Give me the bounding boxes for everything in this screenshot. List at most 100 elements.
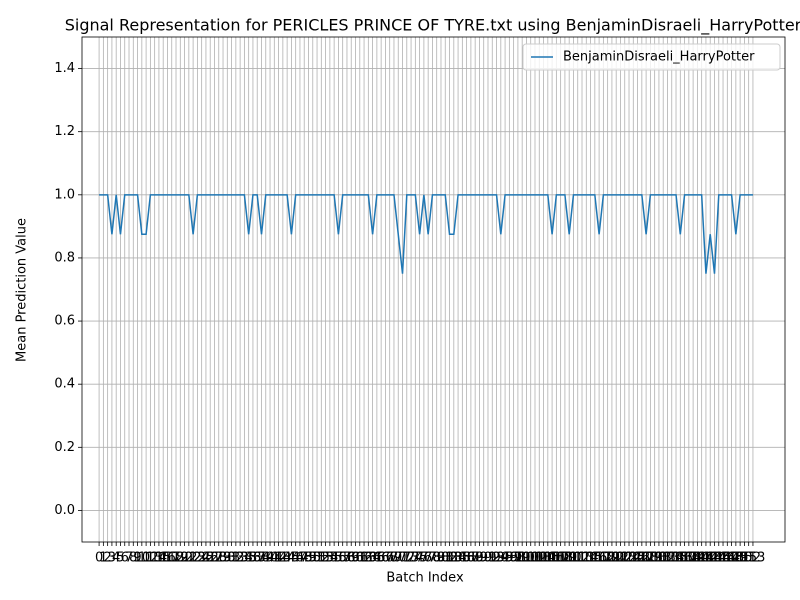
x-tick-label: 68 bbox=[381, 551, 398, 566]
x-tick-label: 66 bbox=[373, 551, 390, 566]
x-tick-label: 36 bbox=[245, 551, 262, 566]
x-tick-label: 82 bbox=[441, 551, 458, 566]
x-tick-label: 119 bbox=[595, 551, 620, 566]
x-tick-label: 7 bbox=[125, 551, 133, 566]
x-tick-label: 83 bbox=[446, 551, 463, 566]
x-tick-label: 69 bbox=[386, 551, 403, 566]
y-tick-label: 0.8 bbox=[54, 250, 75, 265]
x-tick-label: 13 bbox=[146, 551, 163, 566]
x-tick-label: 86 bbox=[458, 551, 475, 566]
x-tick-label: 95 bbox=[497, 551, 514, 566]
x-tick-label: 80 bbox=[433, 551, 450, 566]
x-tick-label: 10 bbox=[134, 551, 151, 566]
x-tick-label: 48 bbox=[296, 551, 313, 566]
x-tick-label: 37 bbox=[249, 551, 266, 566]
x-tick-label: 15 bbox=[155, 551, 172, 566]
x-tick-label: 84 bbox=[450, 551, 467, 566]
x-tick-label: 97 bbox=[505, 551, 522, 566]
x-tick-label: 99 bbox=[514, 551, 531, 566]
x-tick-label: 149 bbox=[723, 551, 748, 566]
x-tick-label: 30 bbox=[219, 551, 236, 566]
x-tick-label: 23 bbox=[189, 551, 206, 566]
x-tick-label: 35 bbox=[240, 551, 257, 566]
x-tick-label: 60 bbox=[347, 551, 364, 566]
x-tick-label: 118 bbox=[591, 551, 616, 566]
x-tick-label: 58 bbox=[339, 551, 356, 566]
y-tick-label: 0.0 bbox=[54, 503, 75, 518]
x-tick-label: 5 bbox=[116, 551, 124, 566]
x-tick-label: 88 bbox=[467, 551, 484, 566]
x-tick-label: 28 bbox=[210, 551, 227, 566]
x-tick-label: 63 bbox=[360, 551, 377, 566]
x-tick-label: 34 bbox=[236, 551, 253, 566]
plot-frame bbox=[81, 36, 786, 543]
x-axis-label: Batch Index bbox=[386, 571, 464, 586]
x-tick-label: 77 bbox=[420, 551, 437, 566]
x-tick-label: 22 bbox=[185, 551, 202, 566]
x-tick-label: 91 bbox=[480, 551, 497, 566]
x-tick-label: 140 bbox=[685, 551, 710, 566]
y-tick-label: 0.2 bbox=[54, 440, 75, 455]
x-tick-label: 42 bbox=[270, 551, 287, 566]
x-tick-label: 73 bbox=[403, 551, 420, 566]
y-tick-label: 0.4 bbox=[54, 377, 75, 392]
x-tick-label: 79 bbox=[428, 551, 445, 566]
x-tick-label: 14 bbox=[151, 551, 168, 566]
x-tick-label: 144 bbox=[702, 551, 727, 566]
x-tick-label: 108 bbox=[548, 551, 573, 566]
x-tick-label: 146 bbox=[711, 551, 736, 566]
x-tick-label: 50 bbox=[304, 551, 321, 566]
x-tick-label: 92 bbox=[484, 551, 501, 566]
x-tick-label: 129 bbox=[638, 551, 663, 566]
x-tick-label: 72 bbox=[399, 551, 416, 566]
x-tick-label: 65 bbox=[369, 551, 386, 566]
x-tick-label: 110 bbox=[557, 551, 582, 566]
x-tick-label: 112 bbox=[565, 551, 590, 566]
x-tick-label: 116 bbox=[582, 551, 607, 566]
x-tick-label: 33 bbox=[232, 551, 249, 566]
x-tick-label: 153 bbox=[741, 551, 766, 566]
x-tick-label: 52 bbox=[313, 551, 330, 566]
legend-label: BenjaminDisraeli_HarryPotter bbox=[563, 50, 755, 65]
x-tick-label: 53 bbox=[317, 551, 334, 566]
x-tick-label: 148 bbox=[719, 551, 744, 566]
x-tick-label: 147 bbox=[715, 551, 740, 566]
x-tick-label: 16 bbox=[159, 551, 176, 566]
x-tick-label: 59 bbox=[343, 551, 360, 566]
x-tick-label: 24 bbox=[193, 551, 210, 566]
x-tick-label: 85 bbox=[454, 551, 471, 566]
x-tick-label: 138 bbox=[676, 551, 701, 566]
chart-title: Signal Representation for PERICLES PRINC… bbox=[65, 16, 800, 36]
x-tick-label: 81 bbox=[437, 551, 454, 566]
x-tick-label: 17 bbox=[163, 551, 180, 566]
x-tick-label: 121 bbox=[604, 551, 629, 566]
x-tick-label: 4 bbox=[112, 551, 120, 566]
x-tick-label: 106 bbox=[540, 551, 565, 566]
x-tick-label: 139 bbox=[681, 551, 706, 566]
x-tick-label: 27 bbox=[206, 551, 223, 566]
x-tick-label: 143 bbox=[698, 551, 723, 566]
x-tick-label: 2 bbox=[104, 551, 112, 566]
x-tick-label: 64 bbox=[364, 551, 381, 566]
x-tick-label: 39 bbox=[257, 551, 274, 566]
x-tick-label: 130 bbox=[642, 551, 667, 566]
x-tick-label: 25 bbox=[198, 551, 215, 566]
x-tick-label: 1 bbox=[99, 551, 107, 566]
x-tick-label: 124 bbox=[617, 551, 642, 566]
x-tick-label: 29 bbox=[215, 551, 232, 566]
x-tick-label: 104 bbox=[531, 551, 556, 566]
y-axis-label: Mean Prediction Value bbox=[15, 218, 30, 362]
x-tick-label: 115 bbox=[578, 551, 603, 566]
x-tick-label: 20 bbox=[176, 551, 193, 566]
x-tick-label: 40 bbox=[262, 551, 279, 566]
x-tick-label: 117 bbox=[587, 551, 612, 566]
x-tick-label: 90 bbox=[475, 551, 492, 566]
x-tick-label: 125 bbox=[621, 551, 646, 566]
x-tick-label: 111 bbox=[561, 551, 586, 566]
x-tick-label: 21 bbox=[181, 551, 198, 566]
legend-box bbox=[522, 43, 781, 71]
x-tick-label: 87 bbox=[463, 551, 480, 566]
x-tick-label: 122 bbox=[608, 551, 633, 566]
x-tick-label: 100 bbox=[514, 551, 539, 566]
